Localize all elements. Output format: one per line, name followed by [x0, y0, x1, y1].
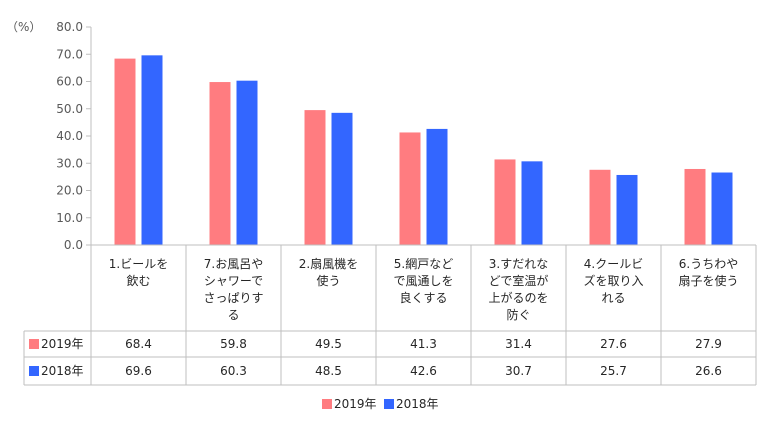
row-series-name: 2018年: [41, 364, 84, 378]
row-series-name: 2019年: [41, 337, 84, 351]
category-label: 1.ビールを飲む: [109, 257, 168, 288]
bars: [114, 55, 733, 246]
data-value-label: 25.7: [600, 364, 627, 378]
data-value-label: 60.3: [220, 364, 247, 378]
bar-series1: [209, 82, 231, 245]
bar-series2: [711, 172, 733, 245]
legend-label: 2019年: [334, 397, 377, 411]
y-tick-label: 50.0: [56, 102, 83, 116]
data-value-label: 30.7: [505, 364, 532, 378]
data-value-label: 41.3: [410, 337, 437, 351]
y-axis-unit-label: （%）: [6, 20, 41, 34]
bar-series1: [684, 168, 706, 245]
category-label: 2.扇風機を使う: [299, 256, 358, 288]
bar-series1: [399, 132, 421, 245]
legend-key: [322, 399, 332, 409]
bar-series2: [616, 174, 638, 245]
legend: 2019年 2018年: [322, 397, 439, 411]
y-tick-label: 60.0: [56, 75, 83, 89]
data-value-label: 48.5: [315, 364, 342, 378]
bar-series2: [521, 161, 543, 245]
data-value-label: 27.9: [695, 337, 722, 351]
category-label: 4.クールビズを取り入れる: [583, 257, 643, 305]
y-tick-label: 40.0: [56, 129, 83, 143]
y-tick-label: 0.0: [64, 238, 83, 252]
bar-series2: [141, 55, 163, 246]
data-value-label: 69.6: [125, 364, 152, 378]
bar-series1: [304, 110, 326, 245]
data-table: 1.ビールを飲む 7.お風呂やシャワーでさっぱりする 2.扇風機を使う 5.網戸などで…: [23, 244, 757, 386]
bar-series2: [426, 128, 448, 245]
category-label: 6.うちわや扇子を使う: [678, 257, 738, 288]
legend-key: [384, 399, 394, 409]
data-value-label: 68.4: [125, 337, 152, 351]
y-tick-label: 30.0: [56, 156, 83, 170]
category-label: 7.お風呂やシャワーでさっぱりする: [203, 257, 263, 322]
y-tick-label: 20.0: [56, 184, 83, 198]
bar-series1: [494, 159, 516, 245]
data-value-label: 31.4: [505, 337, 532, 351]
legend-label: 2018年: [396, 397, 439, 411]
y-tick-label: 10.0: [56, 211, 83, 225]
category-label: 5.網戸などで風通しを良くする: [393, 257, 453, 305]
data-value-label: 27.6: [600, 337, 627, 351]
y-tick-label: 70.0: [56, 47, 83, 61]
y-tick-label: 80.0: [56, 20, 83, 34]
category-label: 3.すだれなどで室温が上がるのを防ぐ: [488, 257, 548, 322]
y-axis-ticks: 0.0 10.0 20.0 30.0 40.0 50.0 60.0 70.0 80.0: [56, 20, 92, 252]
row-legend-key: [29, 339, 39, 349]
bar-series1: [589, 169, 611, 245]
row-legend-key: [29, 366, 39, 376]
bar-series1: [114, 58, 136, 245]
data-value-label: 26.6: [695, 364, 722, 378]
bar-series2: [236, 80, 258, 246]
data-value-label: 42.6: [410, 364, 437, 378]
data-value-label: 49.5: [315, 337, 342, 351]
data-value-label: 59.8: [220, 337, 247, 351]
bar-series2: [331, 112, 353, 246]
